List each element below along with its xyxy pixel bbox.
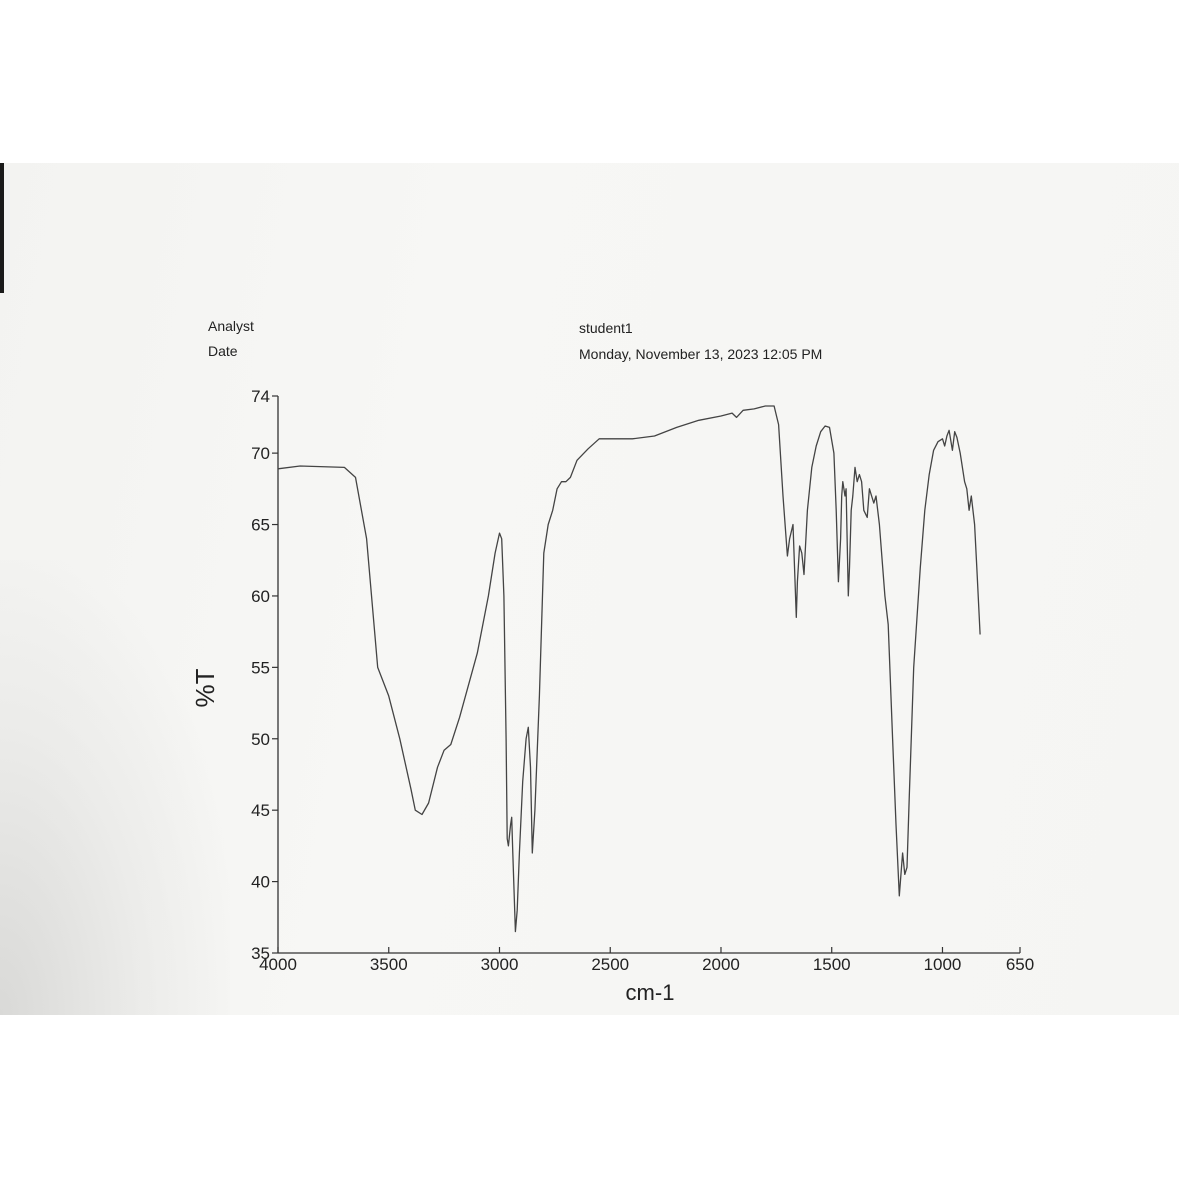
x-axis-ticks: 4000 3500 3000 2500 2000 1500 1000 650 — [259, 947, 1034, 974]
x-tick-label: 2000 — [702, 955, 740, 974]
paper-edge — [0, 163, 4, 293]
y-tick-label: 74 — [251, 387, 270, 406]
analyst-label: Analyst — [208, 318, 254, 334]
spectrum-line — [277, 405, 981, 933]
x-tick-label: 3000 — [481, 955, 519, 974]
date-label: Date — [208, 343, 238, 359]
axes — [277, 396, 1020, 954]
analyst-value: student1 — [579, 320, 633, 336]
y-tick-label: 45 — [251, 801, 270, 820]
y-tick-label: 50 — [251, 730, 270, 749]
y-tick-label: 65 — [251, 516, 270, 535]
x-tick-label: 3500 — [370, 955, 408, 974]
x-tick-label: 2500 — [591, 955, 629, 974]
series-lines — [277, 405, 981, 933]
y-tick-label: 40 — [251, 873, 270, 892]
y-tick-label: 60 — [251, 587, 270, 606]
y-tick-label: 70 — [251, 444, 270, 463]
y-axis-label: %T — [190, 668, 220, 707]
x-tick-label: 650 — [1006, 955, 1034, 974]
x-axis-label: cm-1 — [626, 980, 675, 1005]
x-tick-label: 1500 — [813, 955, 851, 974]
date-value: Monday, November 13, 2023 12:05 PM — [579, 346, 823, 362]
x-tick-label: 1000 — [924, 955, 962, 974]
y-axis-ticks: 35 40 45 50 55 60 65 70 74 — [251, 387, 278, 963]
shadow-area — [0, 560, 230, 1015]
y-tick-label: 55 — [251, 658, 270, 677]
x-tick-label: 4000 — [259, 955, 297, 974]
y-tick-label: 35 — [251, 944, 270, 963]
